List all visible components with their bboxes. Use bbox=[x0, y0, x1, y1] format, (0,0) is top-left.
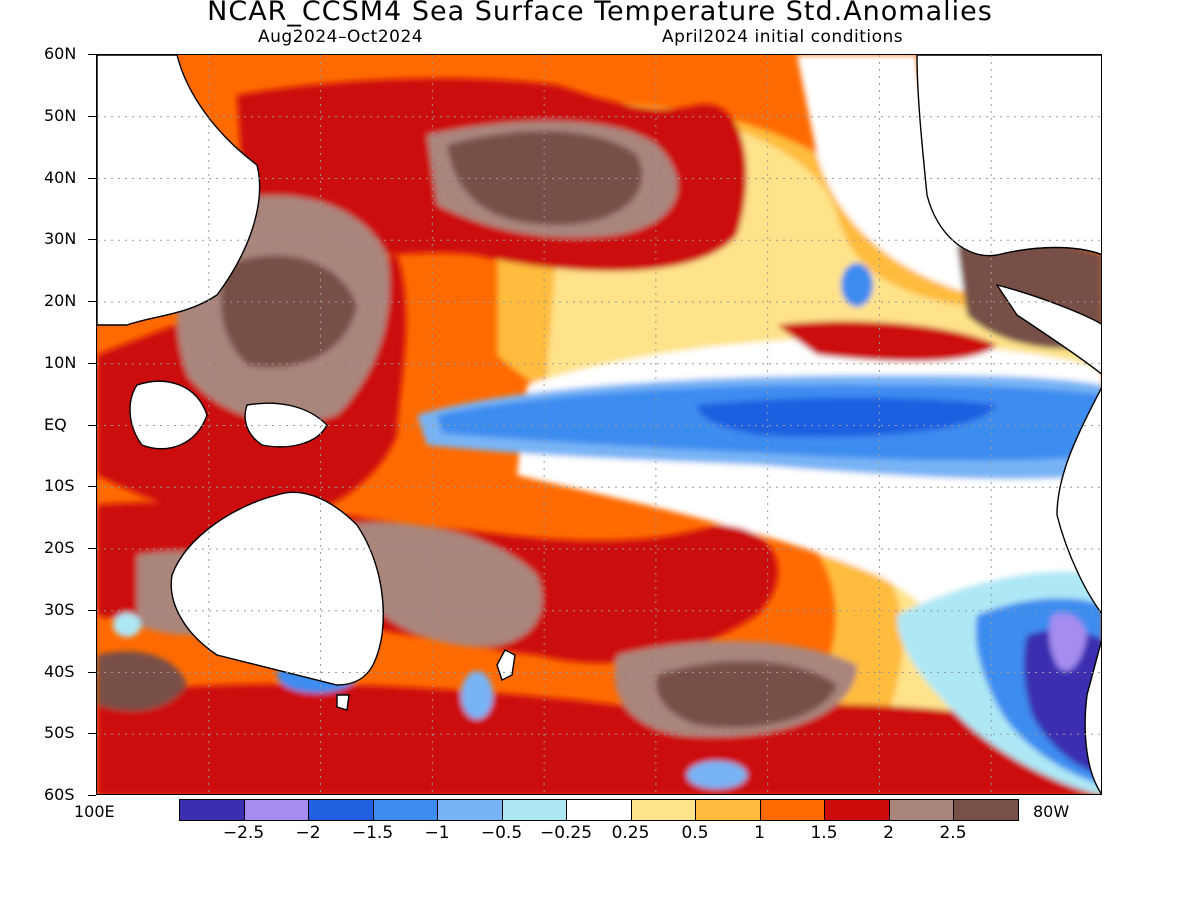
lat-tick bbox=[88, 609, 96, 611]
colorbar-label: 0.25 bbox=[611, 823, 650, 843]
colorbar-swatch bbox=[888, 799, 954, 821]
lon-right-label: 80W bbox=[1033, 802, 1070, 821]
lat-tick bbox=[88, 177, 96, 179]
lat-label: 40S bbox=[44, 661, 75, 681]
colorbar-swatch bbox=[759, 799, 825, 821]
colorbar-label: 1.5 bbox=[810, 823, 838, 843]
map-title: NCAR_CCSM4 Sea Surface Temperature Std.A… bbox=[207, 0, 993, 27]
colorbar-swatch bbox=[437, 799, 503, 821]
colorbar-label: 2.5 bbox=[939, 823, 967, 843]
colorbar-label: 0.5 bbox=[681, 823, 709, 843]
lat-label: 30N bbox=[44, 229, 77, 249]
colorbar-swatch bbox=[953, 799, 1019, 821]
colorbar-label: −2 bbox=[295, 823, 321, 843]
lat-tick bbox=[88, 239, 96, 241]
anomaly-field bbox=[97, 55, 1101, 794]
lat-label: 60N bbox=[44, 44, 77, 63]
lat-tick bbox=[88, 548, 96, 549]
lat-tick bbox=[88, 115, 96, 117]
lat-label: 30S bbox=[44, 599, 75, 619]
lat-label: 20N bbox=[44, 291, 77, 310]
colorbar-swatch bbox=[824, 799, 890, 821]
lat-label: 60S bbox=[44, 785, 75, 804]
lat-tick bbox=[88, 424, 96, 426]
colorbar-label: −2.5 bbox=[222, 823, 265, 843]
colorbar-label: −1 bbox=[424, 823, 450, 843]
lat-label: 40N bbox=[44, 167, 77, 187]
lat-label: EQ bbox=[44, 414, 67, 434]
colorbar-swatch bbox=[566, 799, 632, 821]
lat-label: 10S bbox=[44, 476, 75, 496]
colorbar-swatch bbox=[243, 799, 309, 821]
lat-label: 10N bbox=[44, 352, 77, 372]
lat-label: 20S bbox=[44, 538, 75, 557]
lat-tick bbox=[88, 795, 96, 796]
grid-lines bbox=[97, 55, 1101, 794]
colorbar-swatch bbox=[501, 799, 567, 821]
lat-tick bbox=[88, 301, 96, 302]
initial-conditions: April2024 initial conditions bbox=[662, 27, 904, 47]
forecast-period: Aug2024–Oct2024 bbox=[258, 27, 424, 47]
colorbar-label: 2 bbox=[883, 823, 894, 843]
lat-tick bbox=[88, 486, 96, 488]
colorbar-swatch bbox=[308, 799, 374, 821]
colorbar-label: −1.5 bbox=[351, 823, 394, 843]
colorbar-label: −0.5 bbox=[480, 823, 523, 843]
colorbar-swatch bbox=[695, 799, 761, 821]
lat-tick bbox=[88, 362, 96, 364]
lon-left-label: 100E bbox=[74, 802, 115, 821]
lat-label: 50N bbox=[44, 105, 77, 125]
lat-tick bbox=[88, 733, 96, 735]
lat-tick bbox=[88, 54, 96, 55]
lat-tick bbox=[88, 671, 96, 673]
lat-label: 50S bbox=[44, 723, 75, 743]
anomaly-map bbox=[96, 54, 1102, 795]
colorbar-swatch bbox=[179, 799, 245, 821]
colorbar-label: 1 bbox=[754, 823, 765, 843]
colorbar-swatch bbox=[630, 799, 696, 821]
colorbar-swatch bbox=[372, 799, 438, 821]
colorbar bbox=[179, 799, 1019, 821]
land-masses bbox=[97, 55, 1101, 794]
colorbar-label: −0.25 bbox=[539, 823, 593, 843]
